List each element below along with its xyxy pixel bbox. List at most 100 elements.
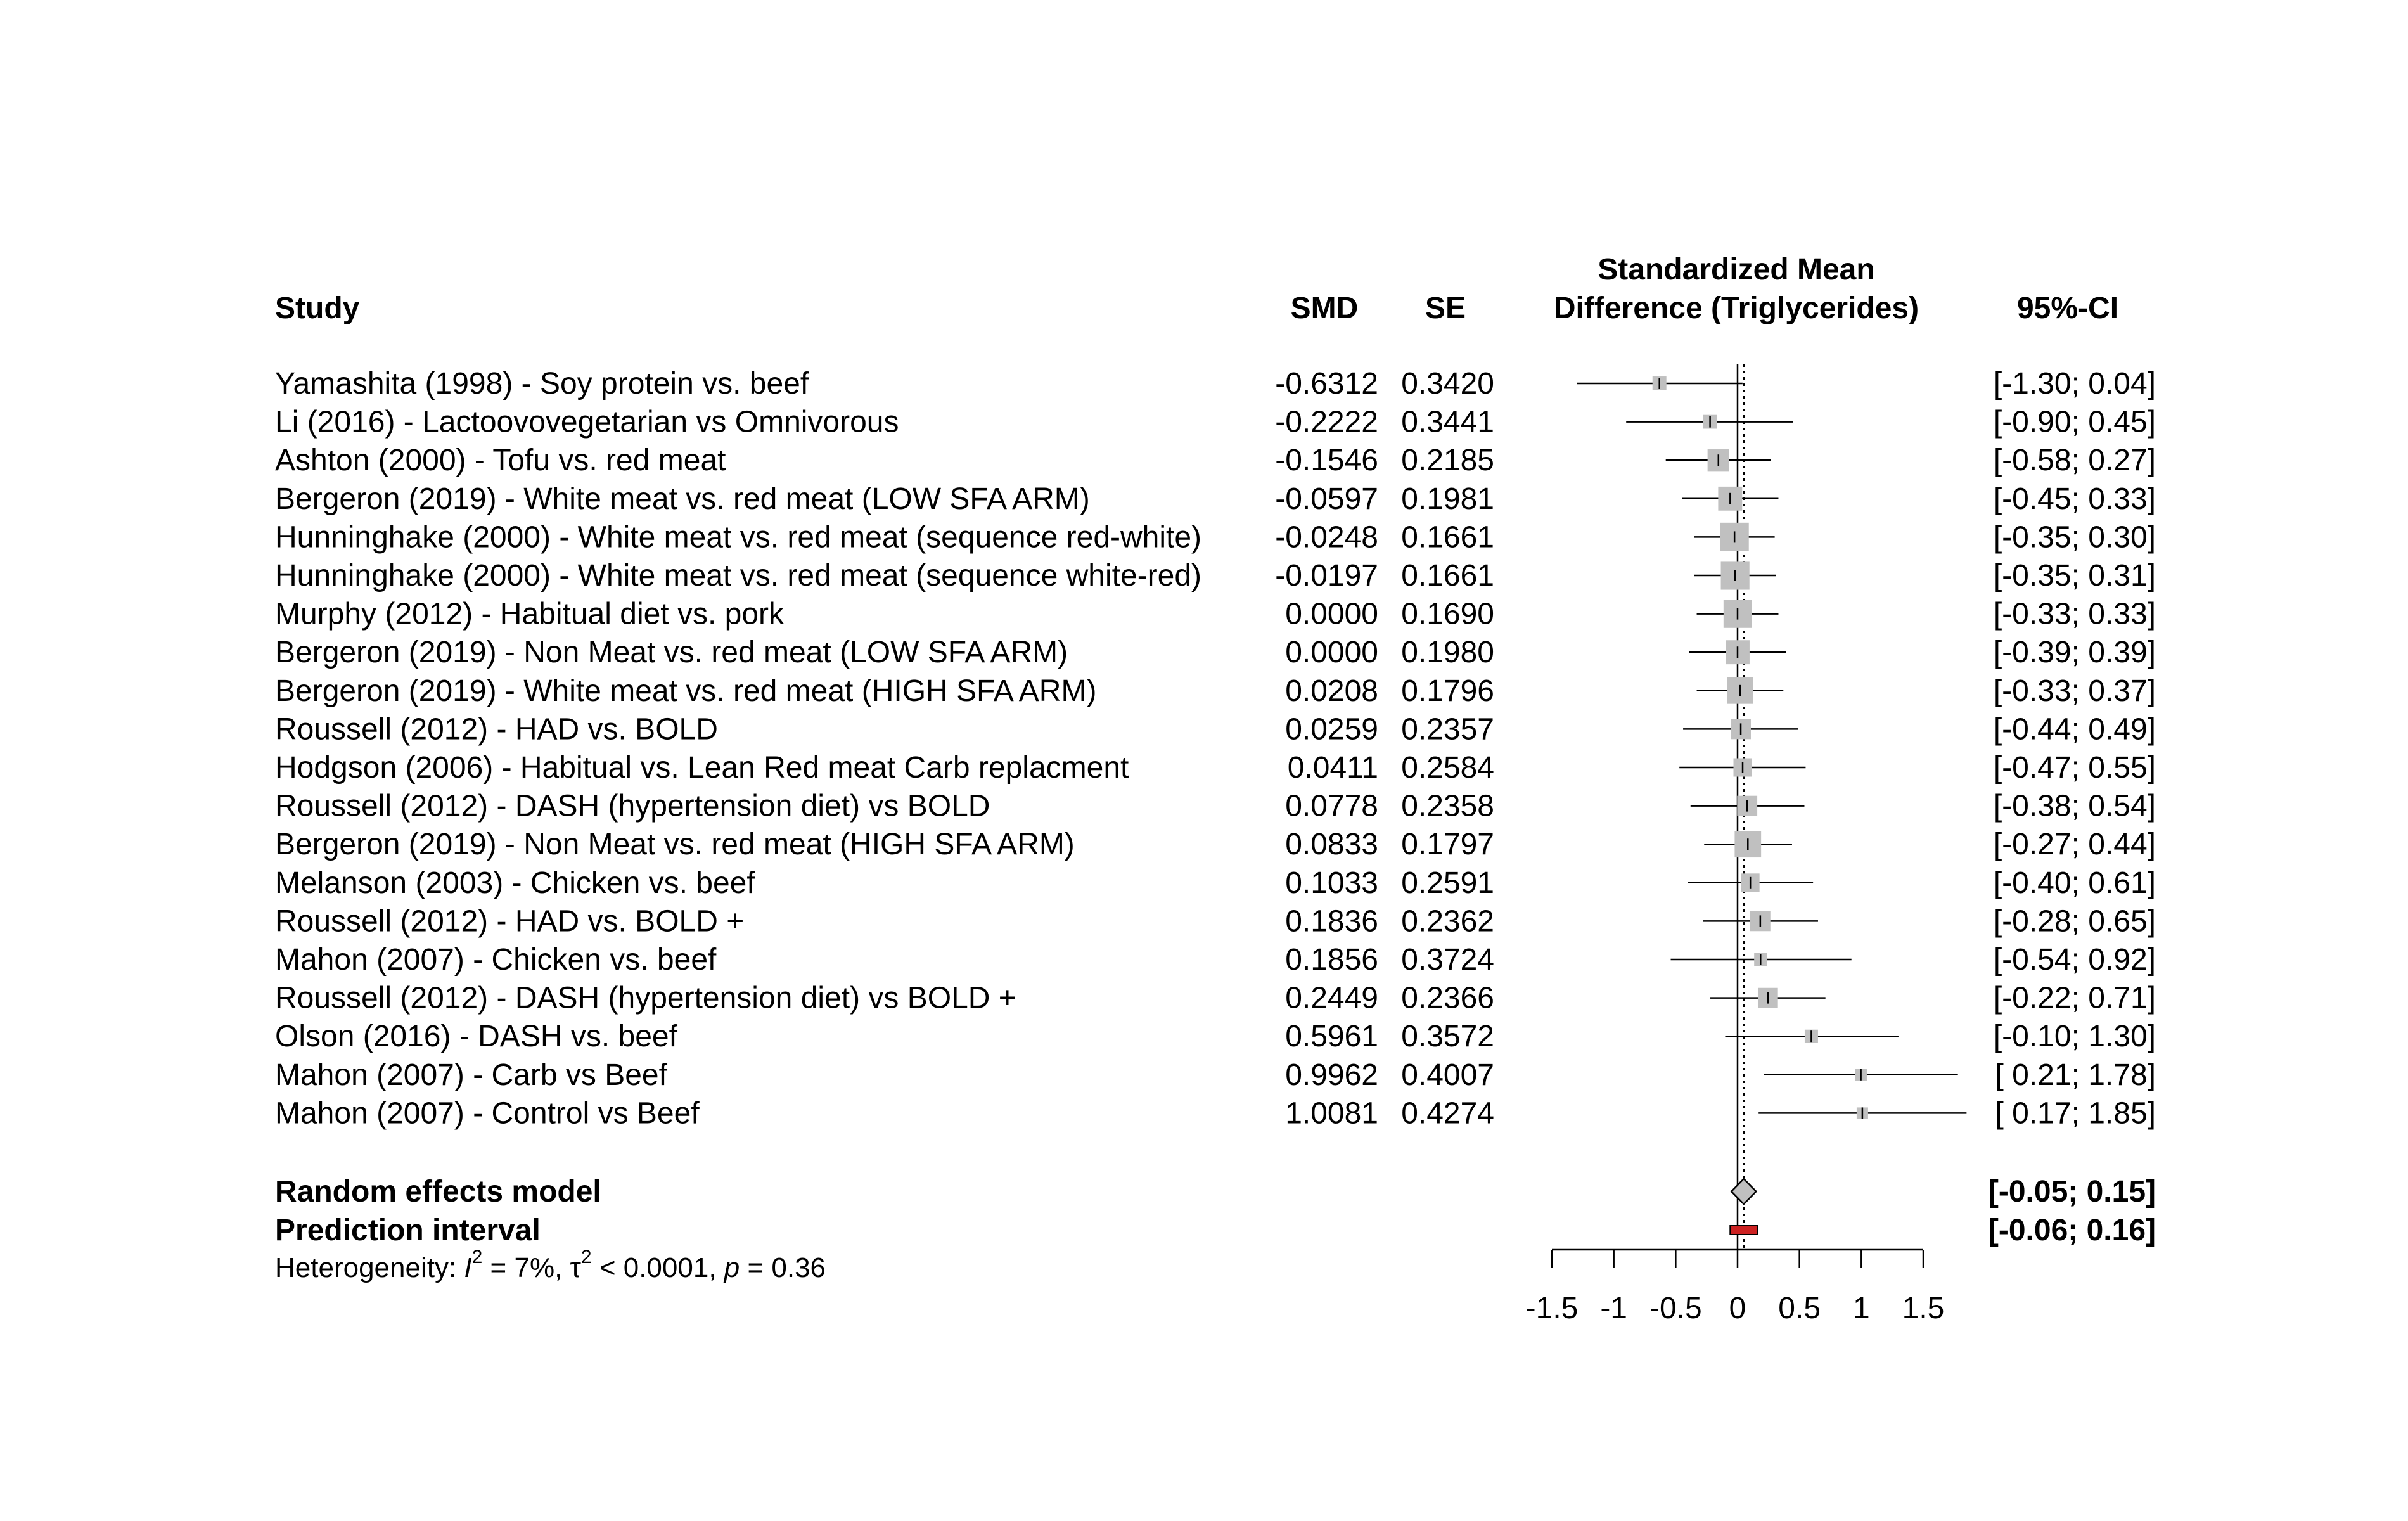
smd-value: -0.0248: [1275, 520, 1378, 554]
se-value: 0.4274: [1401, 1096, 1494, 1130]
se-value: 0.4007: [1401, 1058, 1494, 1092]
x-tick-label: 1: [1853, 1292, 1870, 1325]
study-label: Bergeron (2019) - White meat vs. red mea…: [275, 482, 1090, 516]
study-label: Hunninghake (2000) - White meat vs. red …: [275, 520, 1201, 554]
smd-value: -0.2222: [1275, 406, 1378, 439]
study-label: Murphy (2012) - Habitual diet vs. pork: [275, 598, 785, 631]
ci-value: [-0.54; 0.92]: [1994, 943, 2156, 977]
ci-value: [-0.28; 0.65]: [1994, 904, 2156, 938]
study-label: Li (2016) - Lactoovovegetarian vs Omnivo…: [275, 406, 899, 439]
se-value: 0.1796: [1401, 674, 1494, 708]
se-value: 0.1690: [1401, 598, 1494, 631]
smd-value: -0.0197: [1275, 559, 1378, 593]
se-value: 0.1980: [1401, 636, 1494, 669]
header-smd: SMD: [1291, 292, 1359, 325]
study-label: Bergeron (2019) - Non Meat vs. red meat …: [275, 636, 1068, 669]
i2-superscript: 2: [472, 1247, 483, 1268]
se-value: 0.3724: [1401, 943, 1494, 977]
x-tick-label: -0.5: [1649, 1292, 1702, 1325]
heterogeneity-text: Heterogeneity: I2 = 7%, τ2 < 0.0001, p =…: [275, 1247, 826, 1283]
se-value: 0.2584: [1401, 751, 1494, 785]
smd-value: 0.1836: [1285, 904, 1378, 938]
ci-value: [-0.39; 0.39]: [1994, 636, 2156, 669]
x-tick-label: 0: [1729, 1292, 1746, 1325]
header-plot-title-line2: Difference (Triglycerides): [1554, 292, 1919, 325]
study-label: Hunninghake (2000) - White meat vs. red …: [275, 559, 1201, 593]
study-label: Roussell (2012) - HAD vs. BOLD +: [275, 904, 744, 938]
ci-value: [ 0.21; 1.78]: [1995, 1058, 2156, 1092]
random-effects-ci: [-0.05; 0.15]: [1989, 1175, 2156, 1209]
smd-value: -0.1546: [1275, 444, 1378, 477]
se-value: 0.2366: [1401, 982, 1494, 1015]
smd-value: 0.0833: [1285, 828, 1378, 861]
tau2-symbol: τ: [570, 1252, 582, 1283]
tau2-value: < 0.0001,: [592, 1252, 724, 1283]
x-tick-label: -1.5: [1526, 1292, 1579, 1325]
study-label: Roussell (2012) - HAD vs. BOLD: [275, 712, 718, 746]
ci-value: [-0.10; 1.30]: [1994, 1020, 2156, 1053]
se-value: 0.1797: [1401, 828, 1494, 861]
i2-symbol: I: [464, 1252, 471, 1283]
study-label: Hodgson (2006) - Habitual vs. Lean Red m…: [275, 751, 1129, 785]
study-label: Yamashita (1998) - Soy protein vs. beef: [275, 367, 809, 401]
se-value: 0.3420: [1401, 367, 1494, 401]
se-value: 0.1661: [1401, 559, 1494, 593]
x-axis: -1.5 -1 -0.5 0 0.5 1 1.5: [1526, 1248, 1945, 1325]
study-label: Bergeron (2019) - Non Meat vs. red meat …: [275, 828, 1075, 861]
study-label: Mahon (2007) - Control vs Beef: [275, 1096, 700, 1130]
se-value: 0.1661: [1401, 520, 1494, 554]
ci-value: [-0.27; 0.44]: [1994, 828, 2156, 861]
study-label: Ashton (2000) - Tofu vs. red meat: [275, 444, 726, 477]
smd-value: 0.1856: [1285, 943, 1378, 977]
smd-value: 0.1033: [1285, 866, 1378, 900]
x-tick-label: 0.5: [1778, 1292, 1821, 1325]
prediction-interval-label: Prediction interval: [275, 1214, 541, 1247]
heterogeneity-prefix: Heterogeneity:: [275, 1252, 464, 1283]
summary-diamond: [1730, 1178, 1758, 1205]
ci-value: [-0.58; 0.27]: [1994, 444, 2156, 477]
smd-value: 0.0000: [1285, 636, 1378, 669]
smd-value: 0.5961: [1285, 1020, 1378, 1053]
se-value: 0.2358: [1401, 790, 1494, 823]
plot-marks: [1577, 364, 1967, 1250]
se-value: 0.3572: [1401, 1020, 1494, 1053]
ci-value: [-0.47; 0.55]: [1994, 751, 2156, 785]
ci-value: [-0.40; 0.61]: [1994, 866, 2156, 900]
ci-value: [-0.33; 0.37]: [1994, 674, 2156, 708]
study-label: Olson (2016) - DASH vs. beef: [275, 1020, 678, 1053]
ci-value: [-0.45; 0.33]: [1994, 482, 2156, 516]
se-value: 0.3441: [1401, 406, 1494, 439]
ci-value: [-1.30; 0.04]: [1994, 367, 2156, 401]
header-ci: 95%-CI: [2017, 292, 2118, 325]
tau2-superscript: 2: [581, 1247, 592, 1268]
se-value: 0.2362: [1401, 904, 1494, 938]
study-rows: Yamashita (1998) - Soy protein vs. beef -…: [275, 367, 2156, 1130]
se-value: 0.1981: [1401, 482, 1494, 516]
ci-value: [-0.22; 0.71]: [1994, 982, 2156, 1015]
header-study: Study: [275, 292, 360, 325]
smd-value: -0.0597: [1275, 482, 1378, 516]
study-label: Bergeron (2019) - White meat vs. red mea…: [275, 674, 1096, 708]
study-label: Roussell (2012) - DASH (hypertension die…: [275, 982, 1016, 1015]
smd-value: -0.6312: [1275, 367, 1378, 401]
ci-value: [-0.35; 0.30]: [1994, 520, 2156, 554]
prediction-interval-ci: [-0.06; 0.16]: [1989, 1214, 2156, 1247]
x-tick-label: -1: [1600, 1292, 1627, 1325]
header-se: SE: [1425, 292, 1466, 325]
ci-value: [-0.44; 0.49]: [1994, 712, 2156, 746]
smd-value: 0.0000: [1285, 598, 1378, 631]
smd-value: 0.0208: [1285, 674, 1378, 708]
x-tick-label: 1.5: [1902, 1292, 1945, 1325]
se-value: 0.2185: [1401, 444, 1494, 477]
ci-value: [-0.33; 0.33]: [1994, 598, 2156, 631]
header-plot-title-line1: Standardized Mean: [1598, 253, 1874, 286]
smd-value: 0.0259: [1285, 712, 1378, 746]
p-value: = 0.36: [740, 1252, 826, 1283]
smd-value: 1.0081: [1285, 1096, 1378, 1130]
ci-value: [-0.35; 0.31]: [1994, 559, 2156, 593]
study-label: Mahon (2007) - Chicken vs. beef: [275, 943, 717, 977]
ci-value: [-0.38; 0.54]: [1994, 790, 2156, 823]
prediction-interval-bar: [1729, 1225, 1758, 1235]
smd-value: 0.2449: [1285, 982, 1378, 1015]
se-value: 0.2357: [1401, 712, 1494, 746]
